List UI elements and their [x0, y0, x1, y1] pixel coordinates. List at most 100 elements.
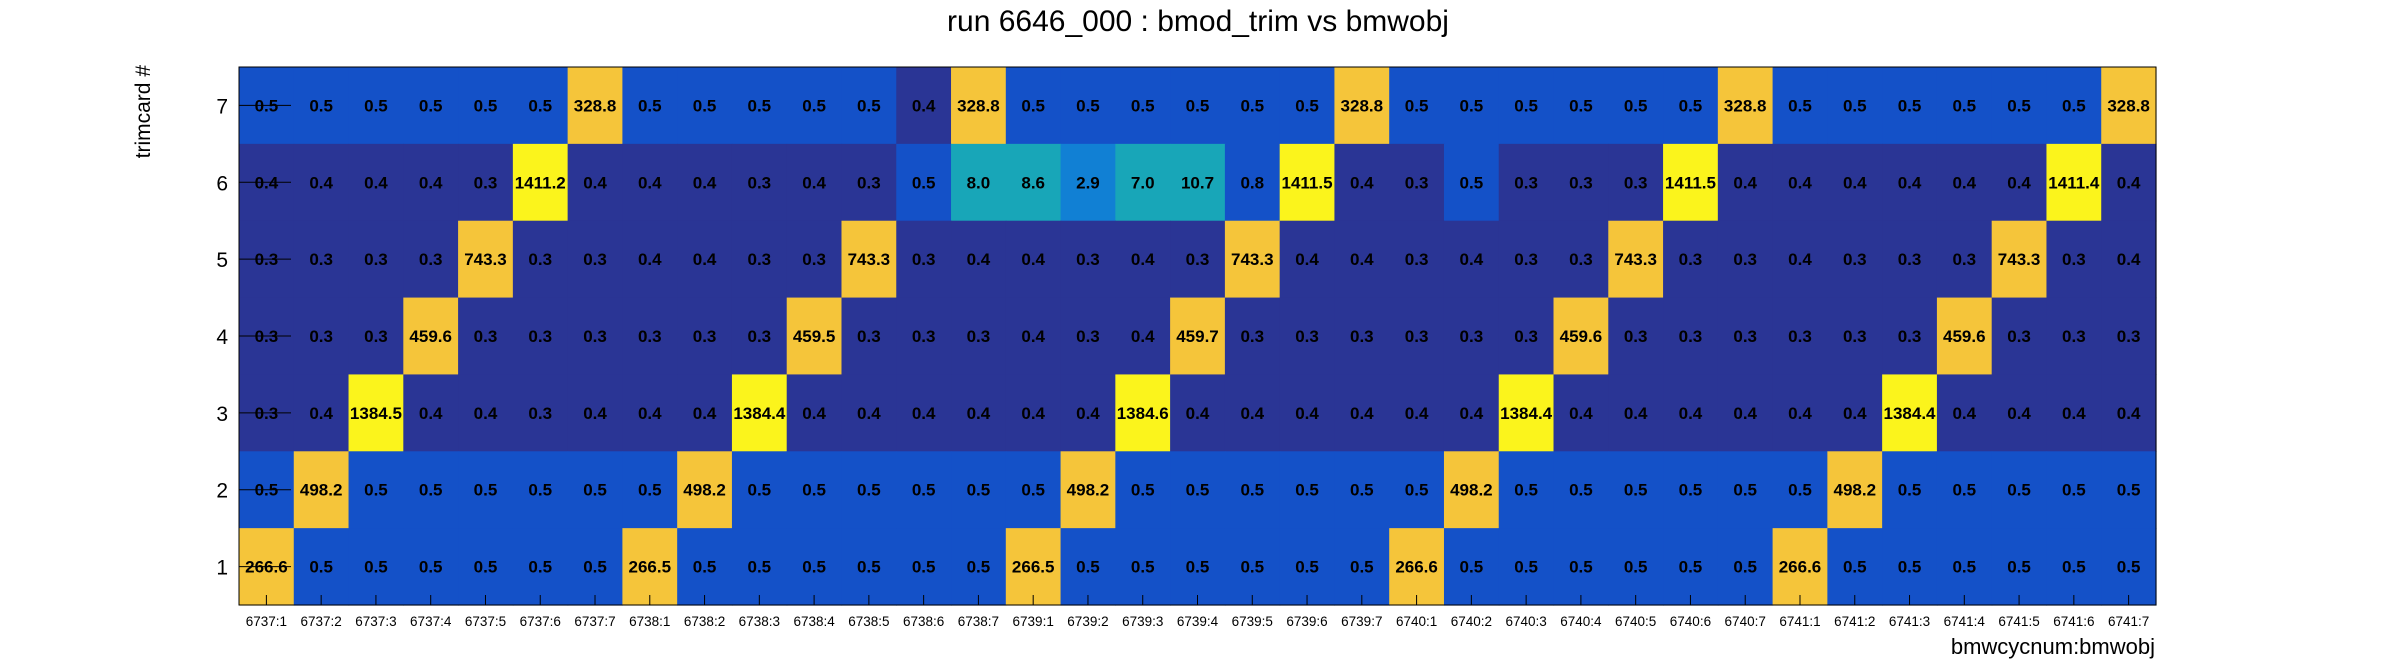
- heatmap-cell: [786, 528, 843, 606]
- heatmap-cell: [293, 143, 350, 222]
- cell-value-label: 0.5: [1843, 96, 1867, 115]
- heatmap-cell: [951, 528, 1007, 606]
- cell-value-label: 0.3: [1240, 327, 1264, 346]
- heatmap-cell: [458, 451, 514, 529]
- heatmap-cell: [677, 143, 733, 222]
- heatmap-cell: [1115, 67, 1171, 145]
- heatmap-cell: [731, 67, 788, 145]
- cell-value-label: 0.4: [309, 173, 333, 192]
- cell-value-label: 0.5: [1624, 558, 1648, 577]
- heatmap-cell: [293, 220, 350, 299]
- cell-value-label: 0.5: [474, 558, 498, 577]
- x-tick-label: 6739:6: [1286, 614, 1327, 629]
- cell-value-label: 0.4: [638, 173, 662, 192]
- cell-value-label: 10.7: [1181, 173, 1214, 192]
- x-tick-label: 6739:7: [1341, 614, 1382, 629]
- cell-value-label: 1411.2: [515, 173, 566, 192]
- cell-value-label: 0.3: [1076, 250, 1100, 269]
- heatmap-cell: [1389, 528, 1445, 606]
- cell-value-label: 0.4: [1460, 404, 1484, 423]
- cell-value-label: 0.5: [857, 558, 881, 577]
- chart-title: run 6646_000 : bmod_trim vs bmwobj: [947, 5, 1449, 38]
- cell-value-label: 0.5: [1460, 96, 1484, 115]
- heatmap-cell: [896, 528, 952, 606]
- cell-value-label: 0.3: [1624, 327, 1648, 346]
- x-tick-label: 6737:4: [410, 614, 452, 629]
- heatmap-cell: [1115, 451, 1171, 529]
- cell-value-label: 0.3: [748, 250, 772, 269]
- cell-value-label: 1384.4: [733, 404, 786, 423]
- heatmap-cell: [1772, 67, 1828, 145]
- heatmap-cell: [1170, 220, 1226, 299]
- cell-value-label: 0.4: [1350, 173, 1374, 192]
- cell-value-label: 0.4: [1952, 173, 1976, 192]
- cell-value-label: 0.4: [2117, 173, 2141, 192]
- heatmap-cell: [1170, 297, 1226, 376]
- cell-value-label: 0.5: [1076, 558, 1100, 577]
- heatmap-cell: [1772, 220, 1828, 299]
- cell-value-label: 0.3: [1569, 250, 1593, 269]
- heatmap-cell: [1005, 220, 1062, 299]
- cell-value-label: 0.5: [309, 558, 333, 577]
- heatmap-cell: [1170, 528, 1226, 606]
- cell-value-label: 0.5: [1295, 481, 1319, 500]
- cell-value-label: 0.4: [2062, 404, 2086, 423]
- heatmap-cell: [896, 374, 952, 452]
- cell-value-label: 0.5: [1624, 481, 1648, 500]
- x-tick-label: 6738:5: [848, 614, 889, 629]
- heatmap-cell: [1882, 528, 1938, 606]
- cell-value-label: 0.4: [474, 404, 498, 423]
- heatmap-cell: [896, 143, 952, 222]
- cell-value-label: 0.5: [802, 481, 826, 500]
- cell-value-label: 0.4: [1733, 173, 1757, 192]
- cell-value-label: 1384.5: [350, 404, 402, 423]
- x-tick-label: 6737:3: [355, 614, 396, 629]
- cell-value-label: 0.4: [1186, 404, 1210, 423]
- heatmap-cell: [677, 374, 733, 452]
- cell-value-label: 0.3: [1843, 250, 1867, 269]
- x-tick-label: 6740:3: [1505, 614, 1546, 629]
- cell-value-label: 0.4: [912, 96, 936, 115]
- cell-value-label: 0.3: [1186, 250, 1210, 269]
- x-tick-label: 6740:1: [1396, 614, 1437, 629]
- heatmap-cell: [567, 297, 623, 376]
- heatmap-cell: [622, 220, 678, 299]
- heatmap-cell: [1827, 374, 1883, 452]
- x-tick-label: 6741:2: [1834, 614, 1875, 629]
- heatmap-cell: [951, 451, 1007, 529]
- cell-value-label: 0.5: [1240, 481, 1264, 500]
- heatmap-cell: [1553, 67, 1609, 145]
- cell-value-label: 0.5: [2007, 481, 2031, 500]
- heatmap-cell: [1498, 528, 1555, 606]
- cell-value-label: 7.0: [1131, 173, 1155, 192]
- cell-value-label: 0.5: [1898, 96, 1922, 115]
- heatmap-cell: [567, 143, 623, 222]
- x-tick-label: 6740:7: [1725, 614, 1766, 629]
- cell-value-label: 0.3: [528, 327, 552, 346]
- heatmap-cell: [1717, 220, 1774, 299]
- cell-value-label: 0.5: [967, 558, 991, 577]
- cell-value-label: 266.5: [629, 558, 672, 577]
- heatmap-cell: [841, 297, 897, 376]
- cell-value-label: 0.5: [1514, 481, 1538, 500]
- heatmap-cell: [731, 528, 788, 606]
- heatmap-cell: [403, 220, 459, 299]
- cell-value-label: 0.5: [419, 481, 443, 500]
- cell-value-label: 0.3: [583, 250, 607, 269]
- cell-value-label: 0.4: [1295, 250, 1319, 269]
- cell-value-label: 1384.4: [1500, 404, 1553, 423]
- heatmap-cell: [1334, 297, 1390, 376]
- cell-value-label: 1384.4: [1884, 404, 1937, 423]
- heatmap-cell: [677, 67, 733, 145]
- heatmap-cell: [348, 374, 404, 452]
- cell-value-label: 0.5: [1679, 96, 1703, 115]
- cell-value-label: 0.5: [857, 96, 881, 115]
- cell-value-label: 0.5: [583, 558, 607, 577]
- cell-value-label: 0.4: [1843, 404, 1867, 423]
- cell-value-label: 1411.5: [1282, 173, 1333, 192]
- heatmap-cell: [1443, 67, 1500, 145]
- x-tick-label: 6738:6: [903, 614, 944, 629]
- heatmap-cell: [896, 297, 952, 376]
- cell-value-label: 0.4: [2007, 404, 2031, 423]
- cell-value-label: 743.3: [848, 250, 891, 269]
